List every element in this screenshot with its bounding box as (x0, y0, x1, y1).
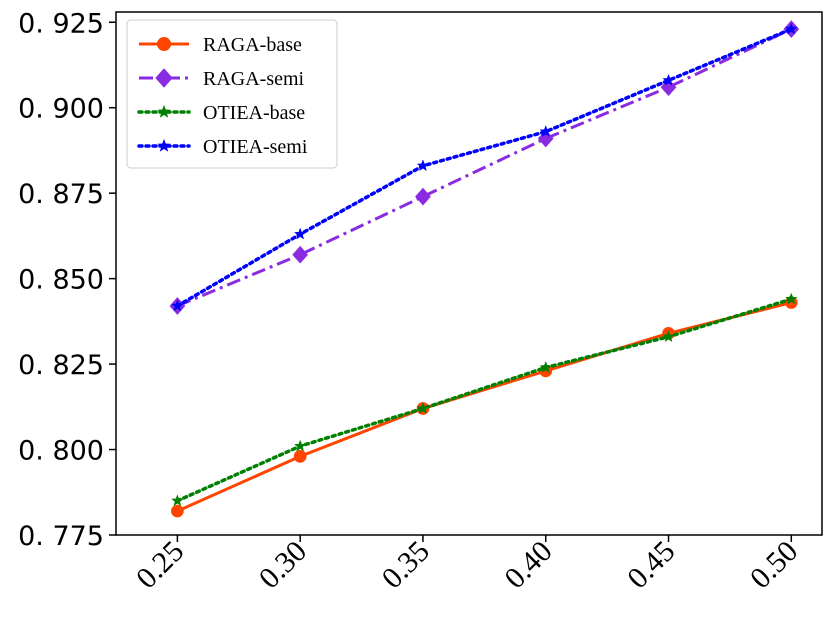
plot-frame (115, 11, 823, 536)
data-point (293, 450, 307, 463)
data-point (416, 401, 430, 414)
y-axis: 0. 775 0. 800 0. 825 0. 850 0. 875 0. 900 0. 9… (18, 8, 116, 552)
data-point (171, 299, 184, 312)
y-tick-label: 0. 900 (18, 94, 104, 125)
y-tick-label: 0. 875 (18, 179, 104, 210)
legend-label: OTIEA-base (203, 102, 305, 124)
data-point (415, 187, 431, 206)
data-point (293, 227, 307, 240)
data-point (416, 159, 430, 172)
legend-label: RAGA-base (203, 34, 302, 56)
series-raga-base (171, 296, 798, 518)
data-point (293, 439, 307, 452)
data-point (539, 360, 552, 373)
legend-label: OTIEA-semi (203, 136, 308, 158)
x-axis: 0.25 0.30 0.35 0.40 0.45 0.50 (130, 535, 804, 595)
series-line (175, 297, 794, 503)
data-point (539, 125, 552, 137)
x-tick-label: 0.40 (498, 535, 558, 595)
y-tick-label: 0. 925 (18, 8, 104, 39)
data-point (662, 73, 675, 86)
y-tick-label: 0. 825 (18, 350, 104, 381)
legend-item: OTIEA-base (137, 102, 305, 124)
plot-content (169, 20, 800, 518)
series-otiea-semi (171, 22, 798, 312)
series-line (175, 27, 794, 308)
y-tick-label: 0. 775 (18, 521, 104, 552)
y-tick-label: 0. 850 (18, 265, 104, 296)
legend-item: OTIEA-semi (137, 136, 308, 158)
x-tick-label: 0.30 (253, 535, 313, 595)
data-point (171, 494, 184, 507)
x-tick-label: 0.25 (130, 535, 190, 595)
legend-label: RAGA-semi (203, 68, 305, 90)
data-point (171, 504, 184, 518)
data-point (785, 292, 798, 305)
y-tick-label: 0. 800 (18, 436, 104, 467)
series-line (176, 301, 792, 513)
data-point (157, 138, 171, 152)
data-point (537, 129, 554, 148)
series-otiea-base (171, 292, 798, 507)
legend-item: RAGA-semi (139, 68, 305, 90)
legend: RAGA-base RAGA-semi OTIEA-base OTIEA-semi (126, 19, 338, 169)
x-tick-label: 0.50 (744, 535, 804, 595)
data-point (157, 104, 171, 118)
data-point (292, 245, 309, 264)
x-tick-label: 0.35 (375, 535, 435, 595)
data-point (155, 68, 173, 88)
legend-box (126, 19, 338, 169)
x-tick-label: 0.45 (621, 535, 681, 595)
series-line (176, 27, 792, 308)
data-point (157, 37, 171, 51)
data-point (785, 22, 798, 35)
legend-item: RAGA-base (139, 34, 302, 56)
data-point (662, 330, 675, 343)
